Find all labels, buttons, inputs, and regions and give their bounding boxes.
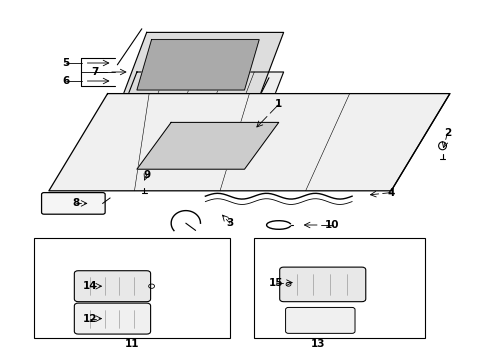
Polygon shape xyxy=(49,94,449,191)
FancyBboxPatch shape xyxy=(74,303,150,334)
Text: 6: 6 xyxy=(62,76,69,86)
Text: 7: 7 xyxy=(91,67,99,77)
Text: 15: 15 xyxy=(268,278,283,288)
Polygon shape xyxy=(137,40,259,90)
Text: 11: 11 xyxy=(124,339,139,349)
Text: 13: 13 xyxy=(310,339,325,349)
Text: 2: 2 xyxy=(443,128,450,138)
Polygon shape xyxy=(137,122,278,169)
Text: 14: 14 xyxy=(83,281,98,291)
Text: 9: 9 xyxy=(143,170,150,180)
FancyBboxPatch shape xyxy=(279,267,365,302)
Text: 1: 1 xyxy=(275,99,282,109)
Bar xyxy=(34,238,229,338)
Polygon shape xyxy=(122,32,283,97)
Text: 5: 5 xyxy=(62,58,69,68)
FancyBboxPatch shape xyxy=(41,193,105,214)
Text: 10: 10 xyxy=(325,220,339,230)
FancyBboxPatch shape xyxy=(74,271,150,302)
Text: 8: 8 xyxy=(72,198,79,208)
Text: 12: 12 xyxy=(83,314,98,324)
Bar xyxy=(254,238,425,338)
Polygon shape xyxy=(117,72,283,122)
Text: 3: 3 xyxy=(226,218,233,228)
Text: 4: 4 xyxy=(386,188,394,198)
FancyBboxPatch shape xyxy=(285,307,354,333)
